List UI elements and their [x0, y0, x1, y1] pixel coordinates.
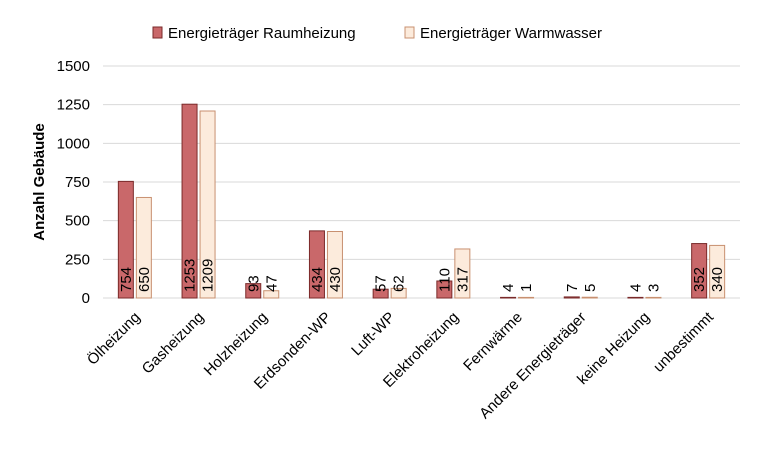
data-label: 93 — [245, 275, 262, 292]
x-tick-label: Ölheizung — [83, 308, 143, 368]
data-label: 3 — [645, 284, 662, 292]
data-label: 62 — [391, 275, 408, 292]
x-axis-ticks: ÖlheizungGasheizungHolzheizungErdsonden-… — [83, 308, 717, 422]
y-tick-label: 500 — [65, 213, 90, 230]
y-axis-ticks: 0 250 500 750 1000 1250 1500 — [57, 58, 90, 307]
gridlines — [103, 65, 740, 299]
bar-raumheizung — [245, 283, 262, 299]
data-label: 7 — [564, 284, 581, 292]
bar-warmwasser — [199, 110, 216, 299]
bar-warmwasser — [581, 296, 598, 299]
bars — [117, 103, 726, 299]
data-label: 47 — [263, 275, 280, 292]
bar-raumheizung — [500, 296, 517, 299]
y-tick-label: 0 — [82, 290, 90, 307]
legend-label-warmwasser: Energieträger Warmwasser — [420, 25, 602, 42]
bar-warmwasser — [326, 230, 343, 299]
y-tick-label: 250 — [65, 251, 90, 268]
data-label: 650 — [136, 267, 153, 292]
data-label: 4 — [627, 284, 644, 292]
bar-warmwasser — [454, 248, 471, 299]
x-tick-label: unbestimmt — [650, 308, 717, 375]
bar-raumheizung — [308, 230, 325, 299]
x-tick-label: Luft-WP — [348, 309, 398, 359]
data-label: 317 — [454, 267, 471, 292]
data-label: 57 — [373, 275, 390, 292]
bar-warmwasser — [390, 287, 407, 299]
bar-warmwasser — [135, 196, 152, 299]
data-label: 1 — [518, 284, 535, 292]
data-label: 340 — [709, 267, 726, 292]
bar-raumheizung — [372, 288, 389, 299]
data-label: 430 — [327, 267, 344, 292]
y-tick-label: 1250 — [57, 97, 90, 114]
legend-swatch-warmwasser — [404, 26, 415, 39]
bar-raumheizung — [627, 296, 644, 299]
data-label: 4 — [500, 284, 517, 292]
data-label: 1209 — [200, 259, 217, 292]
data-label: 1253 — [182, 259, 199, 292]
data-label: 5 — [582, 284, 599, 292]
bar-raumheizung — [691, 243, 708, 299]
bar-warmwasser — [263, 290, 280, 299]
legend-label-raumheizung: Energieträger Raumheizung — [168, 25, 356, 42]
x-tick-label: Gasheizung — [139, 309, 208, 378]
bar-raumheizung — [436, 280, 453, 299]
y-tick-label: 1000 — [57, 135, 90, 152]
x-tick-label: Fernwärme — [460, 309, 526, 375]
data-label: 754 — [118, 267, 135, 292]
legend: Energieträger Raumheizung Energieträger … — [152, 25, 602, 42]
data-labels: 754 650 1253 1209 93 47 434 430 57 62 110 317 4 1 7 5 4 3… — [118, 259, 726, 292]
bar-warmwasser — [645, 296, 662, 299]
bar-raumheizung — [181, 103, 198, 299]
data-label: 110 — [436, 268, 453, 292]
x-tick-label: Andere Energieträger — [476, 309, 589, 422]
bar-warmwasser — [709, 244, 726, 299]
bar-raumheizung — [117, 180, 134, 299]
bar-warmwasser — [518, 296, 535, 299]
data-label: 434 — [309, 267, 326, 292]
y-axis-label: Anzahl Gebäude — [31, 123, 48, 241]
y-tick-label: 750 — [65, 174, 90, 191]
y-tick-label: 1500 — [57, 58, 90, 75]
x-tick-label: Holzheizung — [201, 309, 271, 379]
legend-swatch-raumheizung — [152, 26, 163, 39]
bar-raumheizung — [563, 296, 580, 299]
data-label: 352 — [691, 267, 708, 292]
